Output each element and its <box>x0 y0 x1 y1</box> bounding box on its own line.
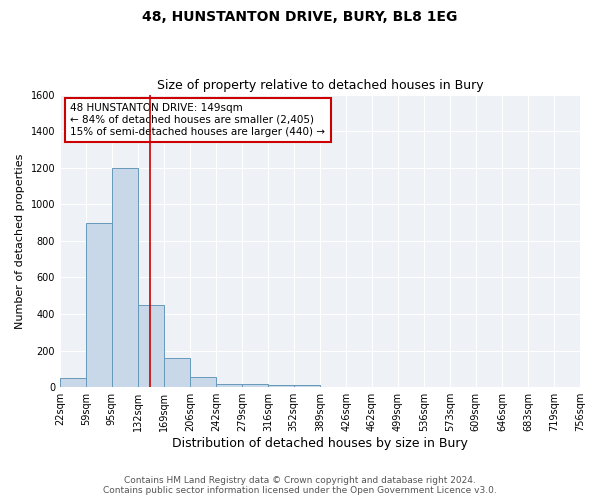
Text: 48 HUNSTANTON DRIVE: 149sqm
← 84% of detached houses are smaller (2,405)
15% of : 48 HUNSTANTON DRIVE: 149sqm ← 84% of det… <box>70 104 325 136</box>
Bar <box>112 168 138 387</box>
Bar <box>294 386 320 387</box>
X-axis label: Distribution of detached houses by size in Bury: Distribution of detached houses by size … <box>172 437 468 450</box>
Y-axis label: Number of detached properties: Number of detached properties <box>15 153 25 328</box>
Text: Contains HM Land Registry data © Crown copyright and database right 2024.
Contai: Contains HM Land Registry data © Crown c… <box>103 476 497 495</box>
Text: 48, HUNSTANTON DRIVE, BURY, BL8 1EG: 48, HUNSTANTON DRIVE, BURY, BL8 1EG <box>142 10 458 24</box>
Bar <box>268 386 294 387</box>
Bar <box>138 305 164 387</box>
Bar <box>216 384 242 387</box>
Title: Size of property relative to detached houses in Bury: Size of property relative to detached ho… <box>157 79 484 92</box>
Bar <box>190 377 216 387</box>
Bar <box>242 384 268 387</box>
Bar <box>164 358 190 387</box>
Bar <box>60 378 86 387</box>
Bar <box>86 222 112 387</box>
